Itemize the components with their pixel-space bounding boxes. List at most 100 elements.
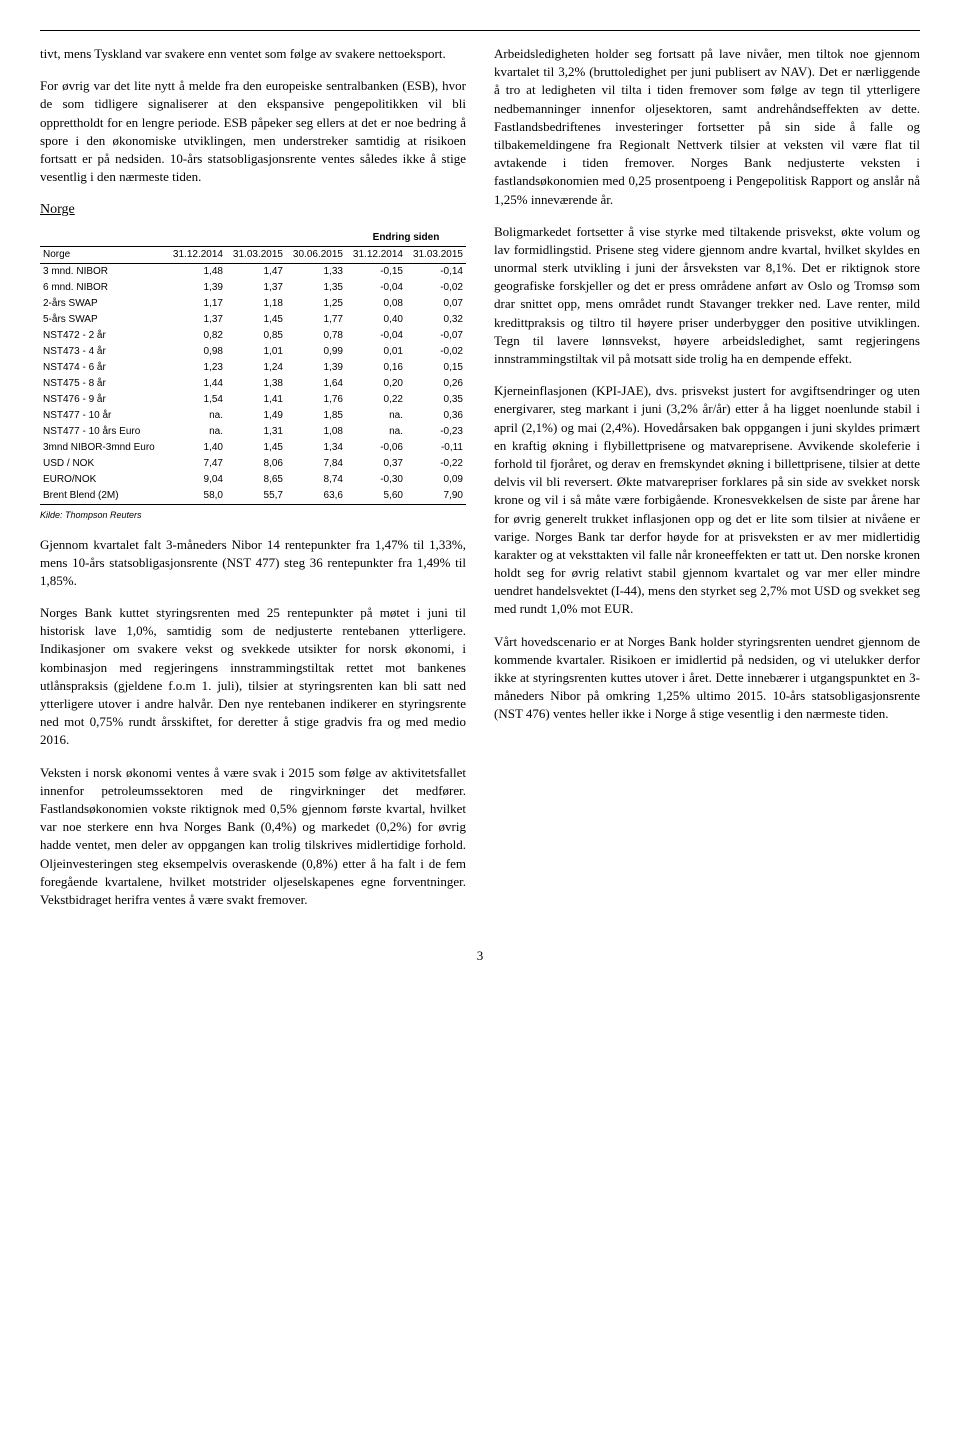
row-label: NST475 - 8 år	[40, 376, 166, 392]
cell: na.	[166, 408, 226, 424]
table-body: 3 mnd. NIBOR1,481,471,33-0,15-0,146 mnd.…	[40, 263, 466, 504]
cell: -0,04	[346, 328, 406, 344]
cell: 1,37	[166, 312, 226, 328]
cell: 0,09	[406, 472, 466, 488]
cell: 1,34	[286, 440, 346, 456]
cell: 1,39	[286, 360, 346, 376]
cell: 0,16	[346, 360, 406, 376]
cell: 1,47	[226, 263, 286, 280]
cell: -0,06	[346, 440, 406, 456]
rates-table: Endring siden Norge 31.12.2014 31.03.201…	[40, 230, 466, 505]
cell: 8,65	[226, 472, 286, 488]
cell: 1,18	[226, 296, 286, 312]
row-label: NST473 - 4 år	[40, 344, 166, 360]
cell: 63,6	[286, 488, 346, 505]
cell: 1,35	[286, 280, 346, 296]
paragraph: Boligmarkedet fortsetter å vise styrke m…	[494, 223, 920, 369]
cell: 1,31	[226, 424, 286, 440]
table-header: 30.06.2015	[286, 246, 346, 263]
cell: 1,17	[166, 296, 226, 312]
table-row: 3 mnd. NIBOR1,481,471,33-0,15-0,14	[40, 263, 466, 280]
two-column-layout: tivt, mens Tyskland var svakere enn vent…	[40, 45, 920, 923]
cell: 7,47	[166, 456, 226, 472]
row-label: NST477 - 10 år	[40, 408, 166, 424]
left-column: tivt, mens Tyskland var svakere enn vent…	[40, 45, 466, 923]
cell: 7,90	[406, 488, 466, 505]
table-row: NST477 - 10 årna.1,491,85na.0,36	[40, 408, 466, 424]
row-label: EURO/NOK	[40, 472, 166, 488]
row-label: NST477 - 10 års Euro	[40, 424, 166, 440]
cell: 1,25	[286, 296, 346, 312]
section-title-norge: Norge	[40, 200, 466, 220]
table-row: EURO/NOK9,048,658,74-0,300,09	[40, 472, 466, 488]
cell: 1,38	[226, 376, 286, 392]
cell: 0,07	[406, 296, 466, 312]
cell: -0,14	[406, 263, 466, 280]
table-row: NST477 - 10 års Eurona.1,311,08na.-0,23	[40, 424, 466, 440]
cell: na.	[166, 424, 226, 440]
cell: 5,60	[346, 488, 406, 505]
row-label: 3 mnd. NIBOR	[40, 263, 166, 280]
top-rule	[40, 30, 920, 31]
table-row: NST474 - 6 år1,231,241,390,160,15	[40, 360, 466, 376]
paragraph: Norges Bank kuttet styringsrenten med 25…	[40, 604, 466, 750]
table-header: Norge	[40, 246, 166, 263]
cell: 58,0	[166, 488, 226, 505]
cell: 9,04	[166, 472, 226, 488]
row-label: NST474 - 6 år	[40, 360, 166, 376]
row-label: 3mnd NIBOR-3mnd Euro	[40, 440, 166, 456]
row-label: NST472 - 2 år	[40, 328, 166, 344]
table-header: 31.12.2014	[166, 246, 226, 263]
cell: 0,08	[346, 296, 406, 312]
cell: 1,08	[286, 424, 346, 440]
table-header: 31.03.2015	[226, 246, 286, 263]
table-row: Brent Blend (2M)58,055,763,65,607,90	[40, 488, 466, 505]
table-header-blank	[286, 230, 346, 247]
table-header: 31.03.2015	[406, 246, 466, 263]
cell: 0,36	[406, 408, 466, 424]
cell: 0,98	[166, 344, 226, 360]
paragraph: Arbeidsledigheten holder seg fortsatt på…	[494, 45, 920, 209]
cell: 1,49	[226, 408, 286, 424]
table-row: 3mnd NIBOR-3mnd Euro1,401,451,34-0,06-0,…	[40, 440, 466, 456]
cell: 1,48	[166, 263, 226, 280]
table-header-blank	[40, 230, 166, 247]
row-label: 5-års SWAP	[40, 312, 166, 328]
row-label: NST476 - 9 år	[40, 392, 166, 408]
cell: -0,22	[406, 456, 466, 472]
cell: 55,7	[226, 488, 286, 505]
cell: 1,85	[286, 408, 346, 424]
cell: 1,33	[286, 263, 346, 280]
table-header-group: Endring siden	[346, 230, 466, 247]
paragraph: For øvrig var det lite nytt å melde fra …	[40, 77, 466, 186]
cell: -0,30	[346, 472, 406, 488]
page-number: 3	[40, 947, 920, 965]
cell: na.	[346, 424, 406, 440]
cell: 7,84	[286, 456, 346, 472]
cell: -0,02	[406, 344, 466, 360]
row-label: 2-års SWAP	[40, 296, 166, 312]
cell: 1,77	[286, 312, 346, 328]
cell: 0,40	[346, 312, 406, 328]
table-header-blank	[166, 230, 226, 247]
cell: 1,23	[166, 360, 226, 376]
row-label: USD / NOK	[40, 456, 166, 472]
cell: 0,82	[166, 328, 226, 344]
cell: 1,54	[166, 392, 226, 408]
table-row: NST473 - 4 år0,981,010,990,01-0,02	[40, 344, 466, 360]
cell: -0,11	[406, 440, 466, 456]
cell: 0,26	[406, 376, 466, 392]
paragraph: Vårt hovedscenario er at Norges Bank hol…	[494, 633, 920, 724]
cell: 8,06	[226, 456, 286, 472]
cell: 0,01	[346, 344, 406, 360]
table-row: NST476 - 9 år1,541,411,760,220,35	[40, 392, 466, 408]
cell: -0,04	[346, 280, 406, 296]
cell: -0,15	[346, 263, 406, 280]
table-header-blank	[226, 230, 286, 247]
cell: 1,37	[226, 280, 286, 296]
cell: 0,32	[406, 312, 466, 328]
cell: -0,07	[406, 328, 466, 344]
cell: 0,78	[286, 328, 346, 344]
cell: 1,39	[166, 280, 226, 296]
cell: 8,74	[286, 472, 346, 488]
